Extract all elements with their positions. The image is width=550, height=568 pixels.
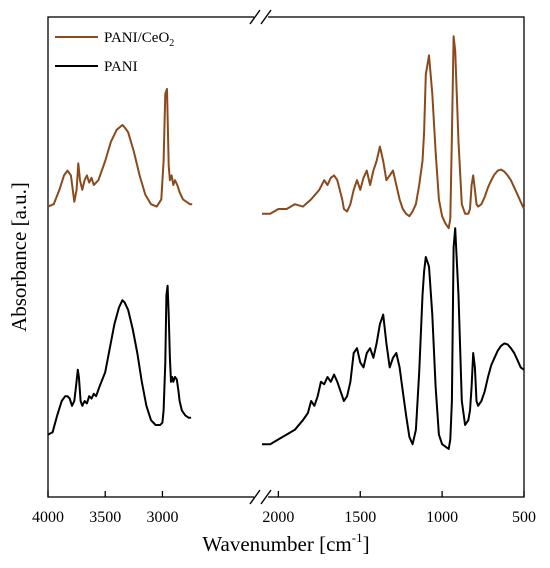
x-tick-label-2000: 2000 xyxy=(262,509,294,526)
series-layer xyxy=(47,35,525,450)
x-tick-label-1000: 1000 xyxy=(426,509,458,526)
series-line-pani-segment-0 xyxy=(47,284,192,436)
series-line-pani-ceo-segment-0 xyxy=(47,88,193,208)
legend: PANI/CeO2 PANI xyxy=(55,30,174,75)
x-tick-layer: 4000 3500 3000 2000 1500 1000 500 xyxy=(32,491,536,526)
axis-break-bottom xyxy=(249,489,272,505)
x-tick-label-4000: 4000 xyxy=(32,509,64,526)
series-line-pani-ceo-segment-1 xyxy=(262,35,525,230)
axis-break-top xyxy=(249,9,272,25)
legend-label-pani: PANI xyxy=(104,59,138,75)
x-axis-label: Wavenumber [cm-1] xyxy=(202,530,369,556)
x-tick-label-3500: 3500 xyxy=(89,509,121,526)
legend-label-pani-ceo2: PANI/CeO2 xyxy=(104,30,174,49)
y-axis-label: Absorbance [a.u.] xyxy=(7,182,31,332)
x-tick-label-1500: 1500 xyxy=(344,509,376,526)
x-tick-label-500: 500 xyxy=(512,509,536,526)
x-tick-label-3000: 3000 xyxy=(146,509,178,526)
series-line-pani-segment-1 xyxy=(262,227,525,450)
plot-frame xyxy=(47,16,525,498)
